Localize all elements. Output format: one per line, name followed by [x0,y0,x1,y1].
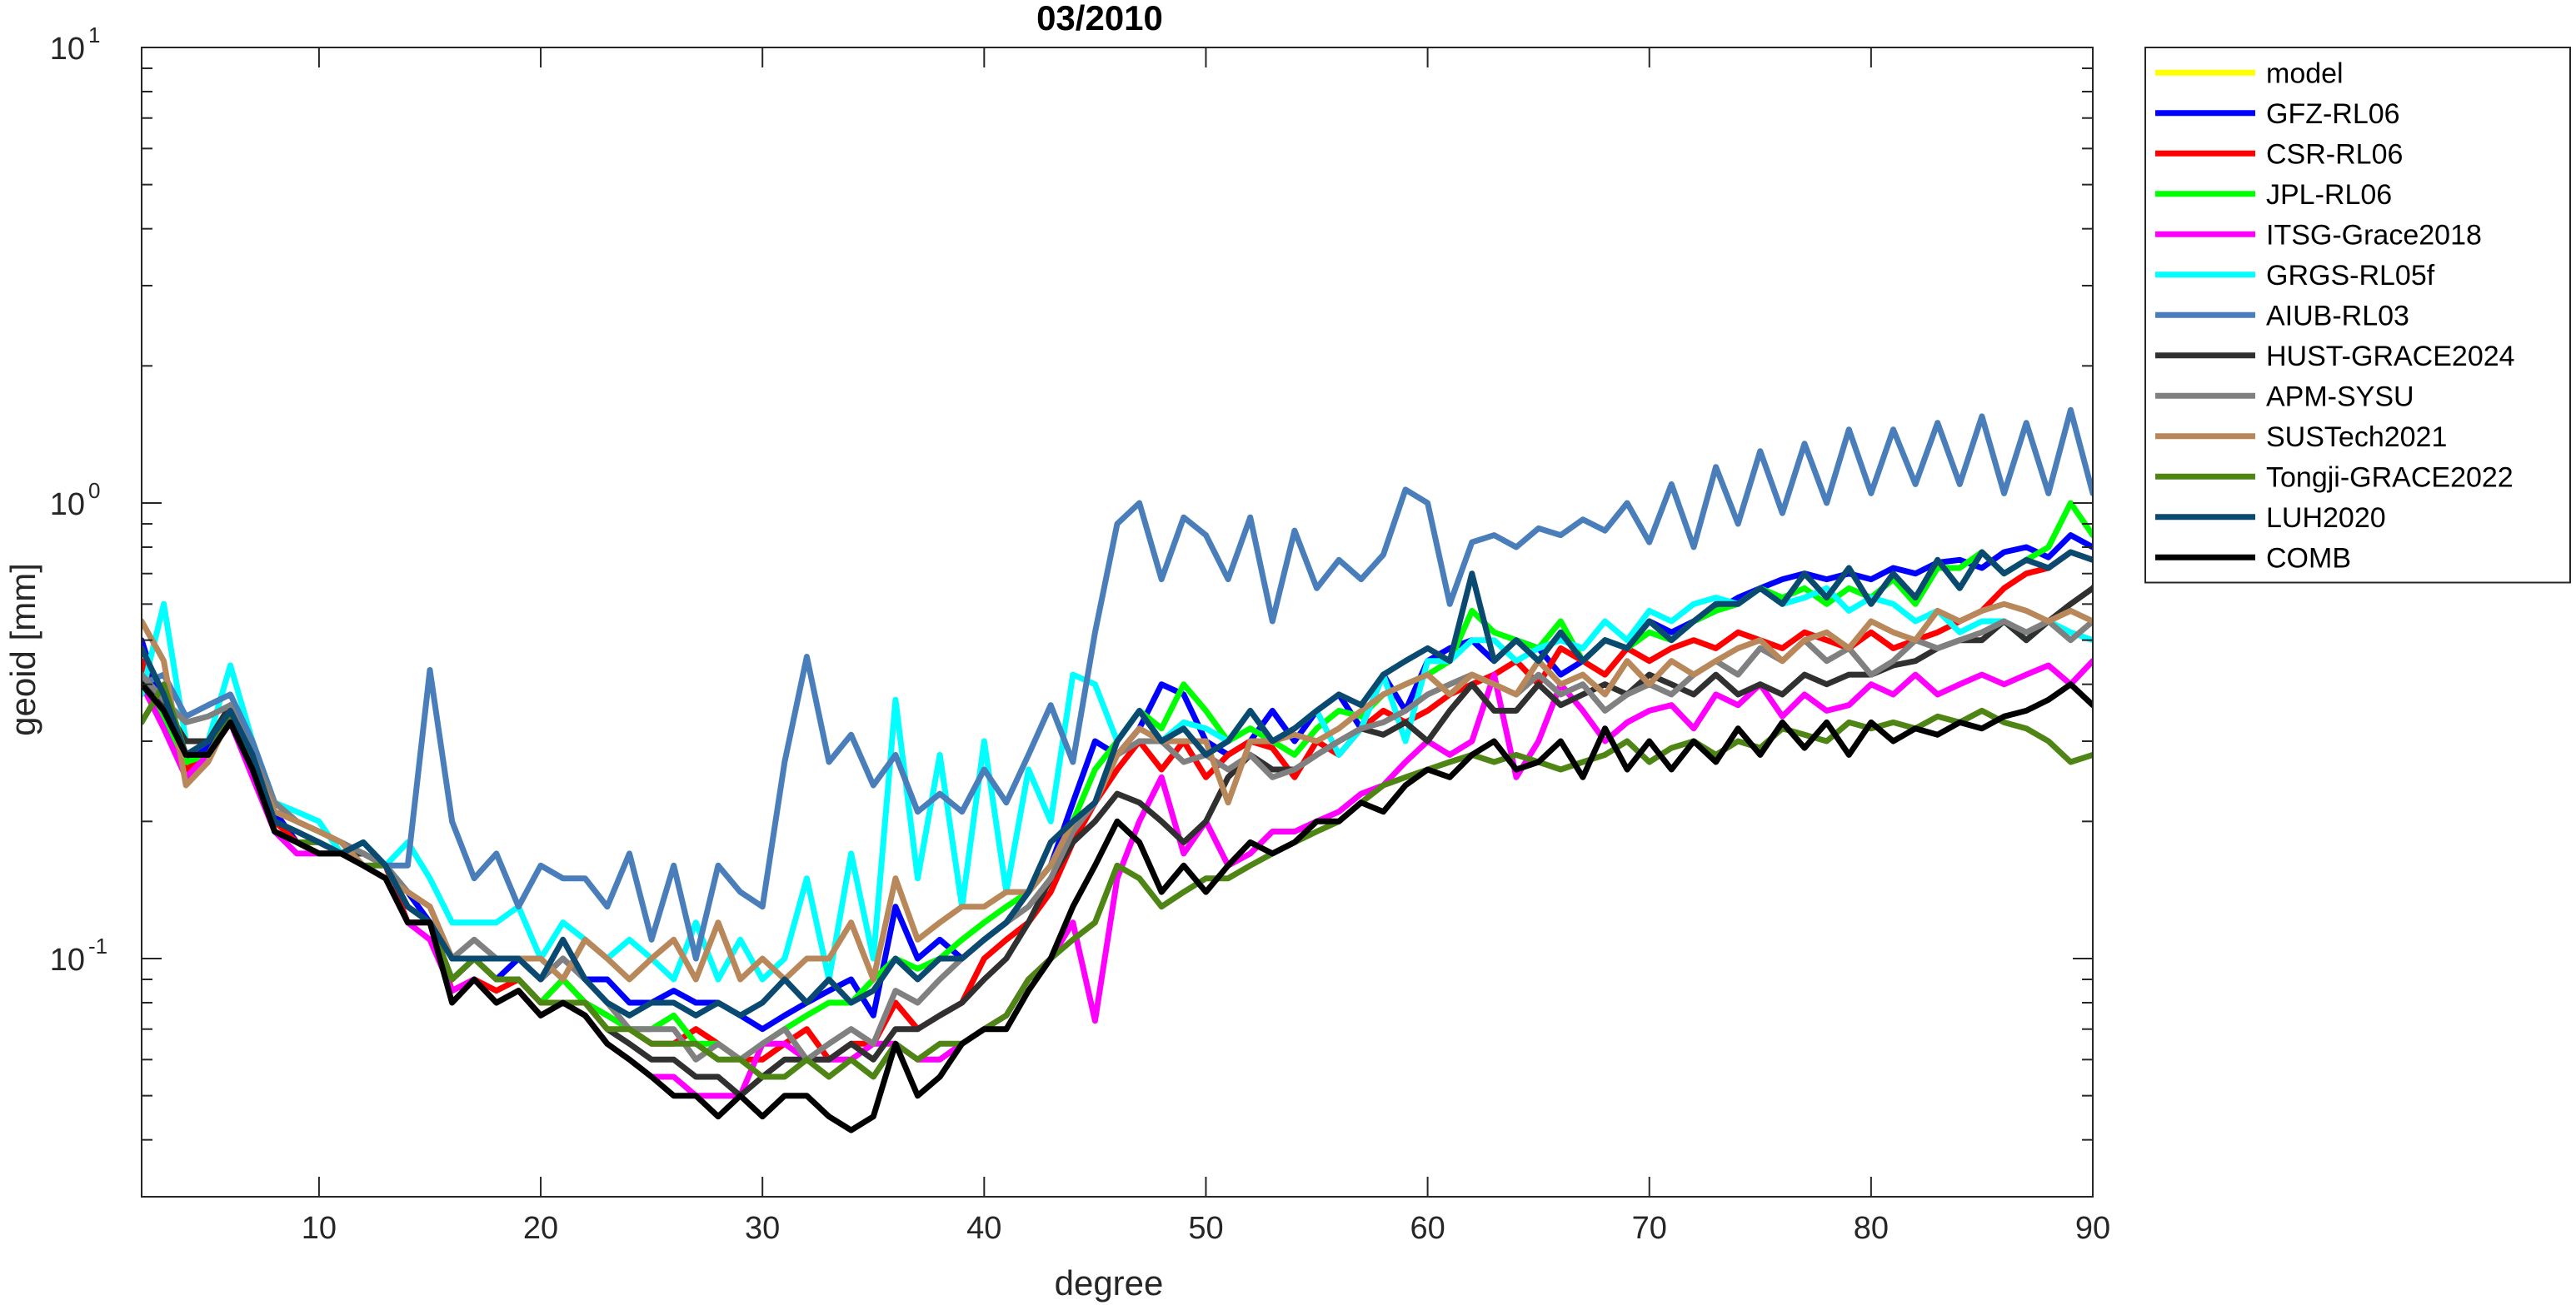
x-tick-label: 70 [1632,1211,1667,1246]
legend-entry-label: GFZ-RL06 [2266,98,2400,130]
plot-area [142,47,2093,1197]
legend-entry-label: model [2266,57,2344,89]
x-tick-label: 50 [1188,1211,1223,1246]
legend: model GFZ-RL06 CSR-RL06 JPL-RL06 ITSG-Grace2… [2144,47,2571,584]
plot-frame [141,47,2094,1198]
chart-title: 03/2010 [1036,0,1163,37]
legend-entry-label: HUST-GRACE2024 [2266,341,2515,372]
legend-entry-label: Tongji-GRACE2022 [2266,461,2514,493]
legend-entry-label: SUSTech2021 [2266,421,2447,453]
y-axis-label: geoid [mm] [3,563,42,736]
x-tick-label: 90 [2075,1211,2110,1246]
legend-entry-label: GRGS-RL05f [2266,260,2435,291]
legend-entry-label: ITSG-Grace2018 [2266,219,2482,251]
y-tick-label-exponent: -1 [88,934,107,959]
x-tick-label: 40 [966,1211,1001,1246]
series-line-aiub-rl03 [142,406,2093,962]
x-tick-label: 30 [745,1211,780,1246]
x-tick-label: 20 [523,1211,558,1246]
legend-entry-label: JPL-RL06 [2266,179,2392,211]
legend-entry-label: CSR-RL06 [2266,138,2403,170]
legend-entry-label: AIUB-RL03 [2266,300,2409,331]
legend-entry-label: APM-SYSU [2266,381,2414,412]
x-tick-label: 80 [1854,1211,1889,1246]
legend-entry-label: LUH2020 [2266,502,2386,534]
y-tick-label-base: 10 [50,943,85,978]
y-tick-label-exponent: 0 [88,478,100,503]
y-tick-label-exponent: 1 [88,22,100,47]
x-tick-label: 10 [302,1211,337,1246]
x-tick-label: 60 [1410,1211,1445,1246]
series-line-luh2020 [142,549,2093,1019]
series-lines [142,406,2093,1133]
legend-entry-label: COMB [2266,542,2351,574]
series-group [142,406,2093,1133]
x-axis-label: degree [1055,1263,1164,1303]
y-tick-label-base: 10 [50,487,85,522]
series-line-comb [142,681,2093,1133]
y-tick-label-base: 10 [50,32,85,67]
